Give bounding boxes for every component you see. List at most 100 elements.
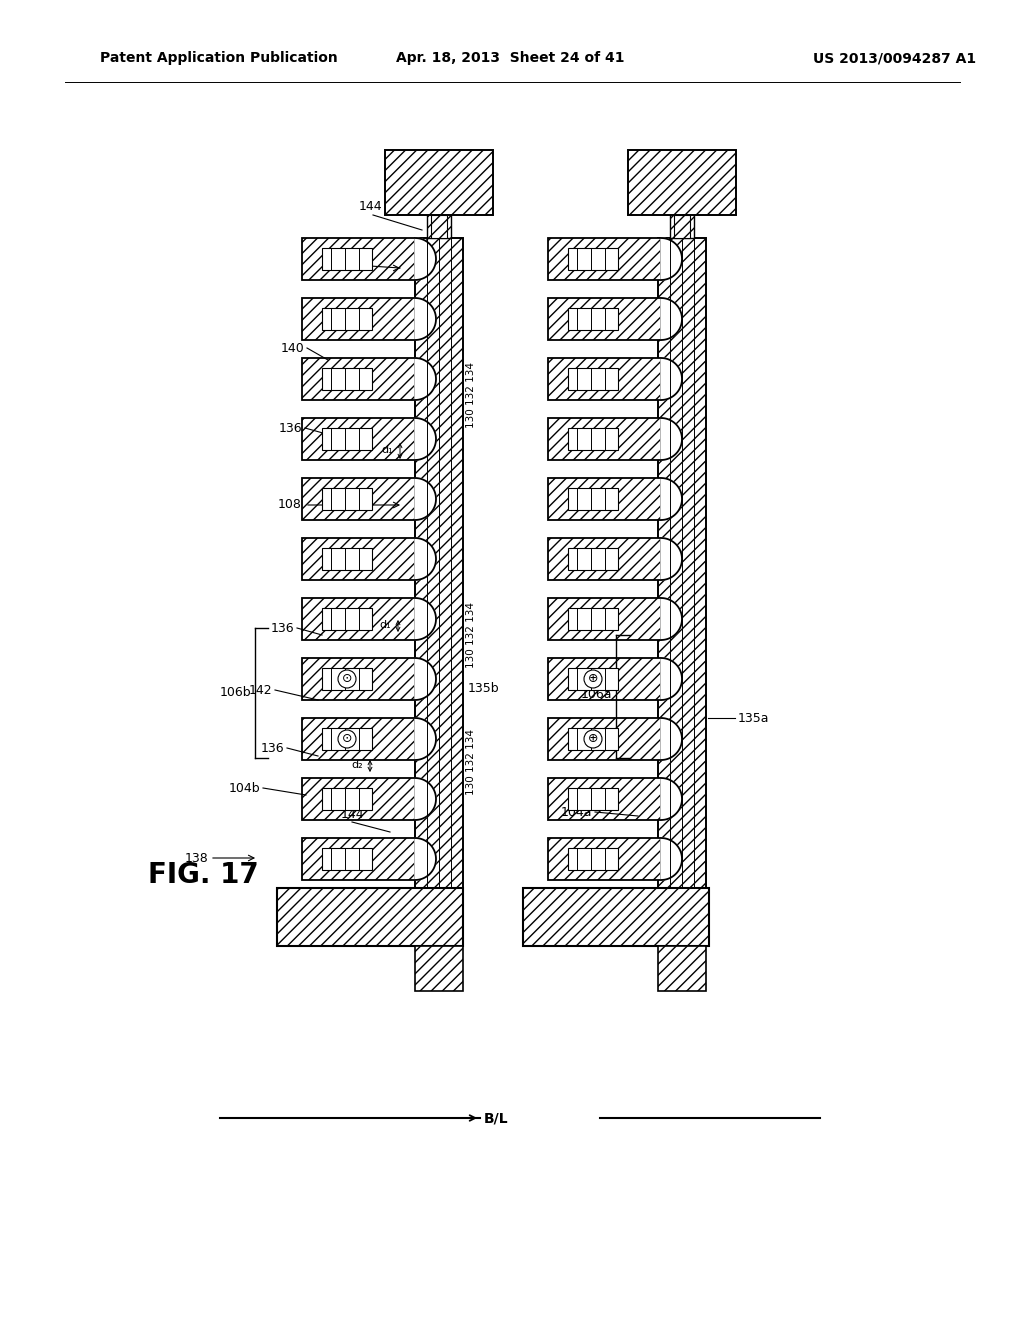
Bar xyxy=(568,548,618,570)
Bar xyxy=(302,598,415,640)
Bar xyxy=(431,215,447,238)
Polygon shape xyxy=(415,838,436,880)
Text: d₁: d₁ xyxy=(381,445,393,455)
Text: d₂: d₂ xyxy=(351,760,362,770)
Polygon shape xyxy=(415,238,436,280)
Bar xyxy=(568,428,618,450)
Polygon shape xyxy=(662,838,682,880)
Bar xyxy=(568,847,618,870)
Bar xyxy=(302,777,415,820)
Bar xyxy=(548,598,662,640)
Bar xyxy=(628,150,736,215)
Text: 136: 136 xyxy=(279,421,302,434)
Text: 138: 138 xyxy=(184,851,208,865)
Text: 135a: 135a xyxy=(738,711,769,725)
Bar xyxy=(302,718,415,760)
Polygon shape xyxy=(662,598,682,640)
Bar xyxy=(322,368,372,389)
Bar xyxy=(302,539,415,579)
Bar xyxy=(674,215,690,238)
Bar xyxy=(568,668,618,690)
Polygon shape xyxy=(415,598,436,640)
Bar xyxy=(548,238,662,280)
Polygon shape xyxy=(662,358,682,400)
Bar xyxy=(322,488,372,510)
Text: 136: 136 xyxy=(260,742,284,755)
Bar xyxy=(322,847,372,870)
Text: B/L: B/L xyxy=(484,1111,509,1125)
Bar xyxy=(322,548,372,570)
Polygon shape xyxy=(662,718,682,760)
Bar xyxy=(548,358,662,400)
Polygon shape xyxy=(662,478,682,520)
Bar xyxy=(568,248,618,271)
Text: ⊙: ⊙ xyxy=(342,672,352,685)
Text: 130 132 134: 130 132 134 xyxy=(466,602,476,668)
Bar xyxy=(548,777,662,820)
Polygon shape xyxy=(662,298,682,341)
Polygon shape xyxy=(415,478,436,520)
Bar xyxy=(658,946,706,991)
Bar xyxy=(302,838,415,880)
Circle shape xyxy=(584,671,602,688)
Text: ⊙: ⊙ xyxy=(342,733,352,746)
Text: 142: 142 xyxy=(249,684,272,697)
Circle shape xyxy=(338,730,356,748)
Bar xyxy=(302,298,415,341)
Text: 104b: 104b xyxy=(228,781,260,795)
Bar xyxy=(568,788,618,810)
Bar xyxy=(302,657,415,700)
Bar xyxy=(568,368,618,389)
Text: 108: 108 xyxy=(279,499,302,511)
Bar xyxy=(548,478,662,520)
Bar xyxy=(548,718,662,760)
Bar xyxy=(670,191,694,238)
Text: 144: 144 xyxy=(340,808,364,821)
Bar xyxy=(568,308,618,330)
Bar xyxy=(302,478,415,520)
Bar xyxy=(548,539,662,579)
Bar xyxy=(322,609,372,630)
Bar xyxy=(385,150,493,215)
Bar xyxy=(568,609,618,630)
Text: 135b: 135b xyxy=(468,681,500,694)
Polygon shape xyxy=(415,777,436,820)
Bar xyxy=(548,418,662,459)
Polygon shape xyxy=(415,298,436,341)
Text: Apr. 18, 2013  Sheet 24 of 41: Apr. 18, 2013 Sheet 24 of 41 xyxy=(395,51,625,65)
Circle shape xyxy=(584,730,602,748)
Text: ⊕: ⊕ xyxy=(588,733,598,746)
Polygon shape xyxy=(662,657,682,700)
Bar xyxy=(568,488,618,510)
Bar xyxy=(322,428,372,450)
Bar xyxy=(427,191,451,238)
Text: 144: 144 xyxy=(358,201,382,214)
Polygon shape xyxy=(662,777,682,820)
Bar xyxy=(415,946,463,991)
Bar xyxy=(278,888,463,946)
Polygon shape xyxy=(662,418,682,459)
Text: 106a: 106a xyxy=(581,688,612,701)
Bar xyxy=(322,788,372,810)
Bar xyxy=(302,358,415,400)
Text: ⊕: ⊕ xyxy=(588,672,598,685)
Polygon shape xyxy=(415,539,436,579)
Polygon shape xyxy=(415,657,436,700)
Text: US 2013/0094287 A1: US 2013/0094287 A1 xyxy=(813,51,977,65)
Bar xyxy=(322,729,372,750)
Bar xyxy=(322,248,372,271)
Text: 136: 136 xyxy=(270,622,294,635)
Polygon shape xyxy=(415,358,436,400)
Bar xyxy=(322,668,372,690)
Text: Patent Application Publication: Patent Application Publication xyxy=(100,51,338,65)
Bar xyxy=(548,298,662,341)
Bar xyxy=(302,418,415,459)
Text: 130 132 134: 130 132 134 xyxy=(466,729,476,795)
Circle shape xyxy=(338,671,356,688)
Bar xyxy=(548,657,662,700)
Text: 130 132 134: 130 132 134 xyxy=(466,362,476,428)
Text: 106b: 106b xyxy=(219,685,251,698)
Polygon shape xyxy=(415,718,436,760)
Polygon shape xyxy=(662,539,682,579)
Text: 140: 140 xyxy=(281,342,304,355)
